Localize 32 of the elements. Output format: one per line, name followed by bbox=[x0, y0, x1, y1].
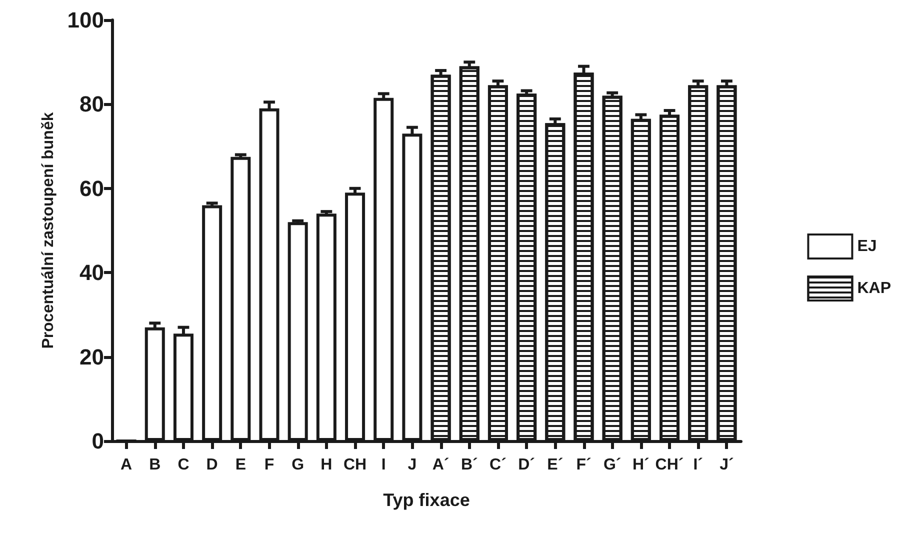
x-tick-label: H´ bbox=[632, 456, 650, 474]
x-tick-label: G´ bbox=[603, 456, 622, 474]
x-tick-label: E´ bbox=[547, 456, 564, 474]
x-tick-label: D bbox=[206, 456, 218, 474]
x-tick-label: B´ bbox=[460, 456, 478, 474]
x-tick-label: A bbox=[120, 456, 133, 474]
x-tick-label: C bbox=[178, 456, 190, 474]
x-tick-label: F bbox=[264, 456, 274, 474]
y-tick-label: 100 bbox=[67, 8, 104, 32]
x-axis-title: Typ fixace bbox=[383, 490, 470, 510]
x-tick-label: CH bbox=[343, 456, 367, 474]
y-tick-label: 0 bbox=[92, 428, 104, 454]
y-axis-title: Procentuální zastoupení buněk bbox=[40, 112, 57, 349]
x-tick-label: D´ bbox=[518, 456, 536, 474]
x-tick-label: J bbox=[408, 456, 417, 474]
x-tick-label: B bbox=[149, 456, 161, 474]
legend-label: KAP bbox=[857, 280, 892, 297]
x-tick-label: H bbox=[320, 456, 332, 474]
x-tick-label: A´ bbox=[432, 456, 450, 474]
x-tick-label: I bbox=[381, 456, 386, 474]
y-tick-label: 20 bbox=[80, 344, 104, 370]
x-tick-label: J´ bbox=[720, 456, 734, 474]
x-tick-label: C´ bbox=[490, 456, 506, 474]
legend-label: EJ bbox=[857, 238, 877, 255]
y-tick-label: 40 bbox=[80, 260, 104, 286]
x-tick-label: CH´ bbox=[655, 456, 684, 474]
y-tick-label: 60 bbox=[80, 176, 104, 201]
x-tick-label: F´ bbox=[576, 456, 592, 474]
y-tick-label: 80 bbox=[80, 92, 104, 117]
x-tick-label: I´ bbox=[693, 456, 704, 474]
x-tick-label: G bbox=[292, 456, 304, 474]
x-tick-label: E bbox=[235, 456, 246, 474]
